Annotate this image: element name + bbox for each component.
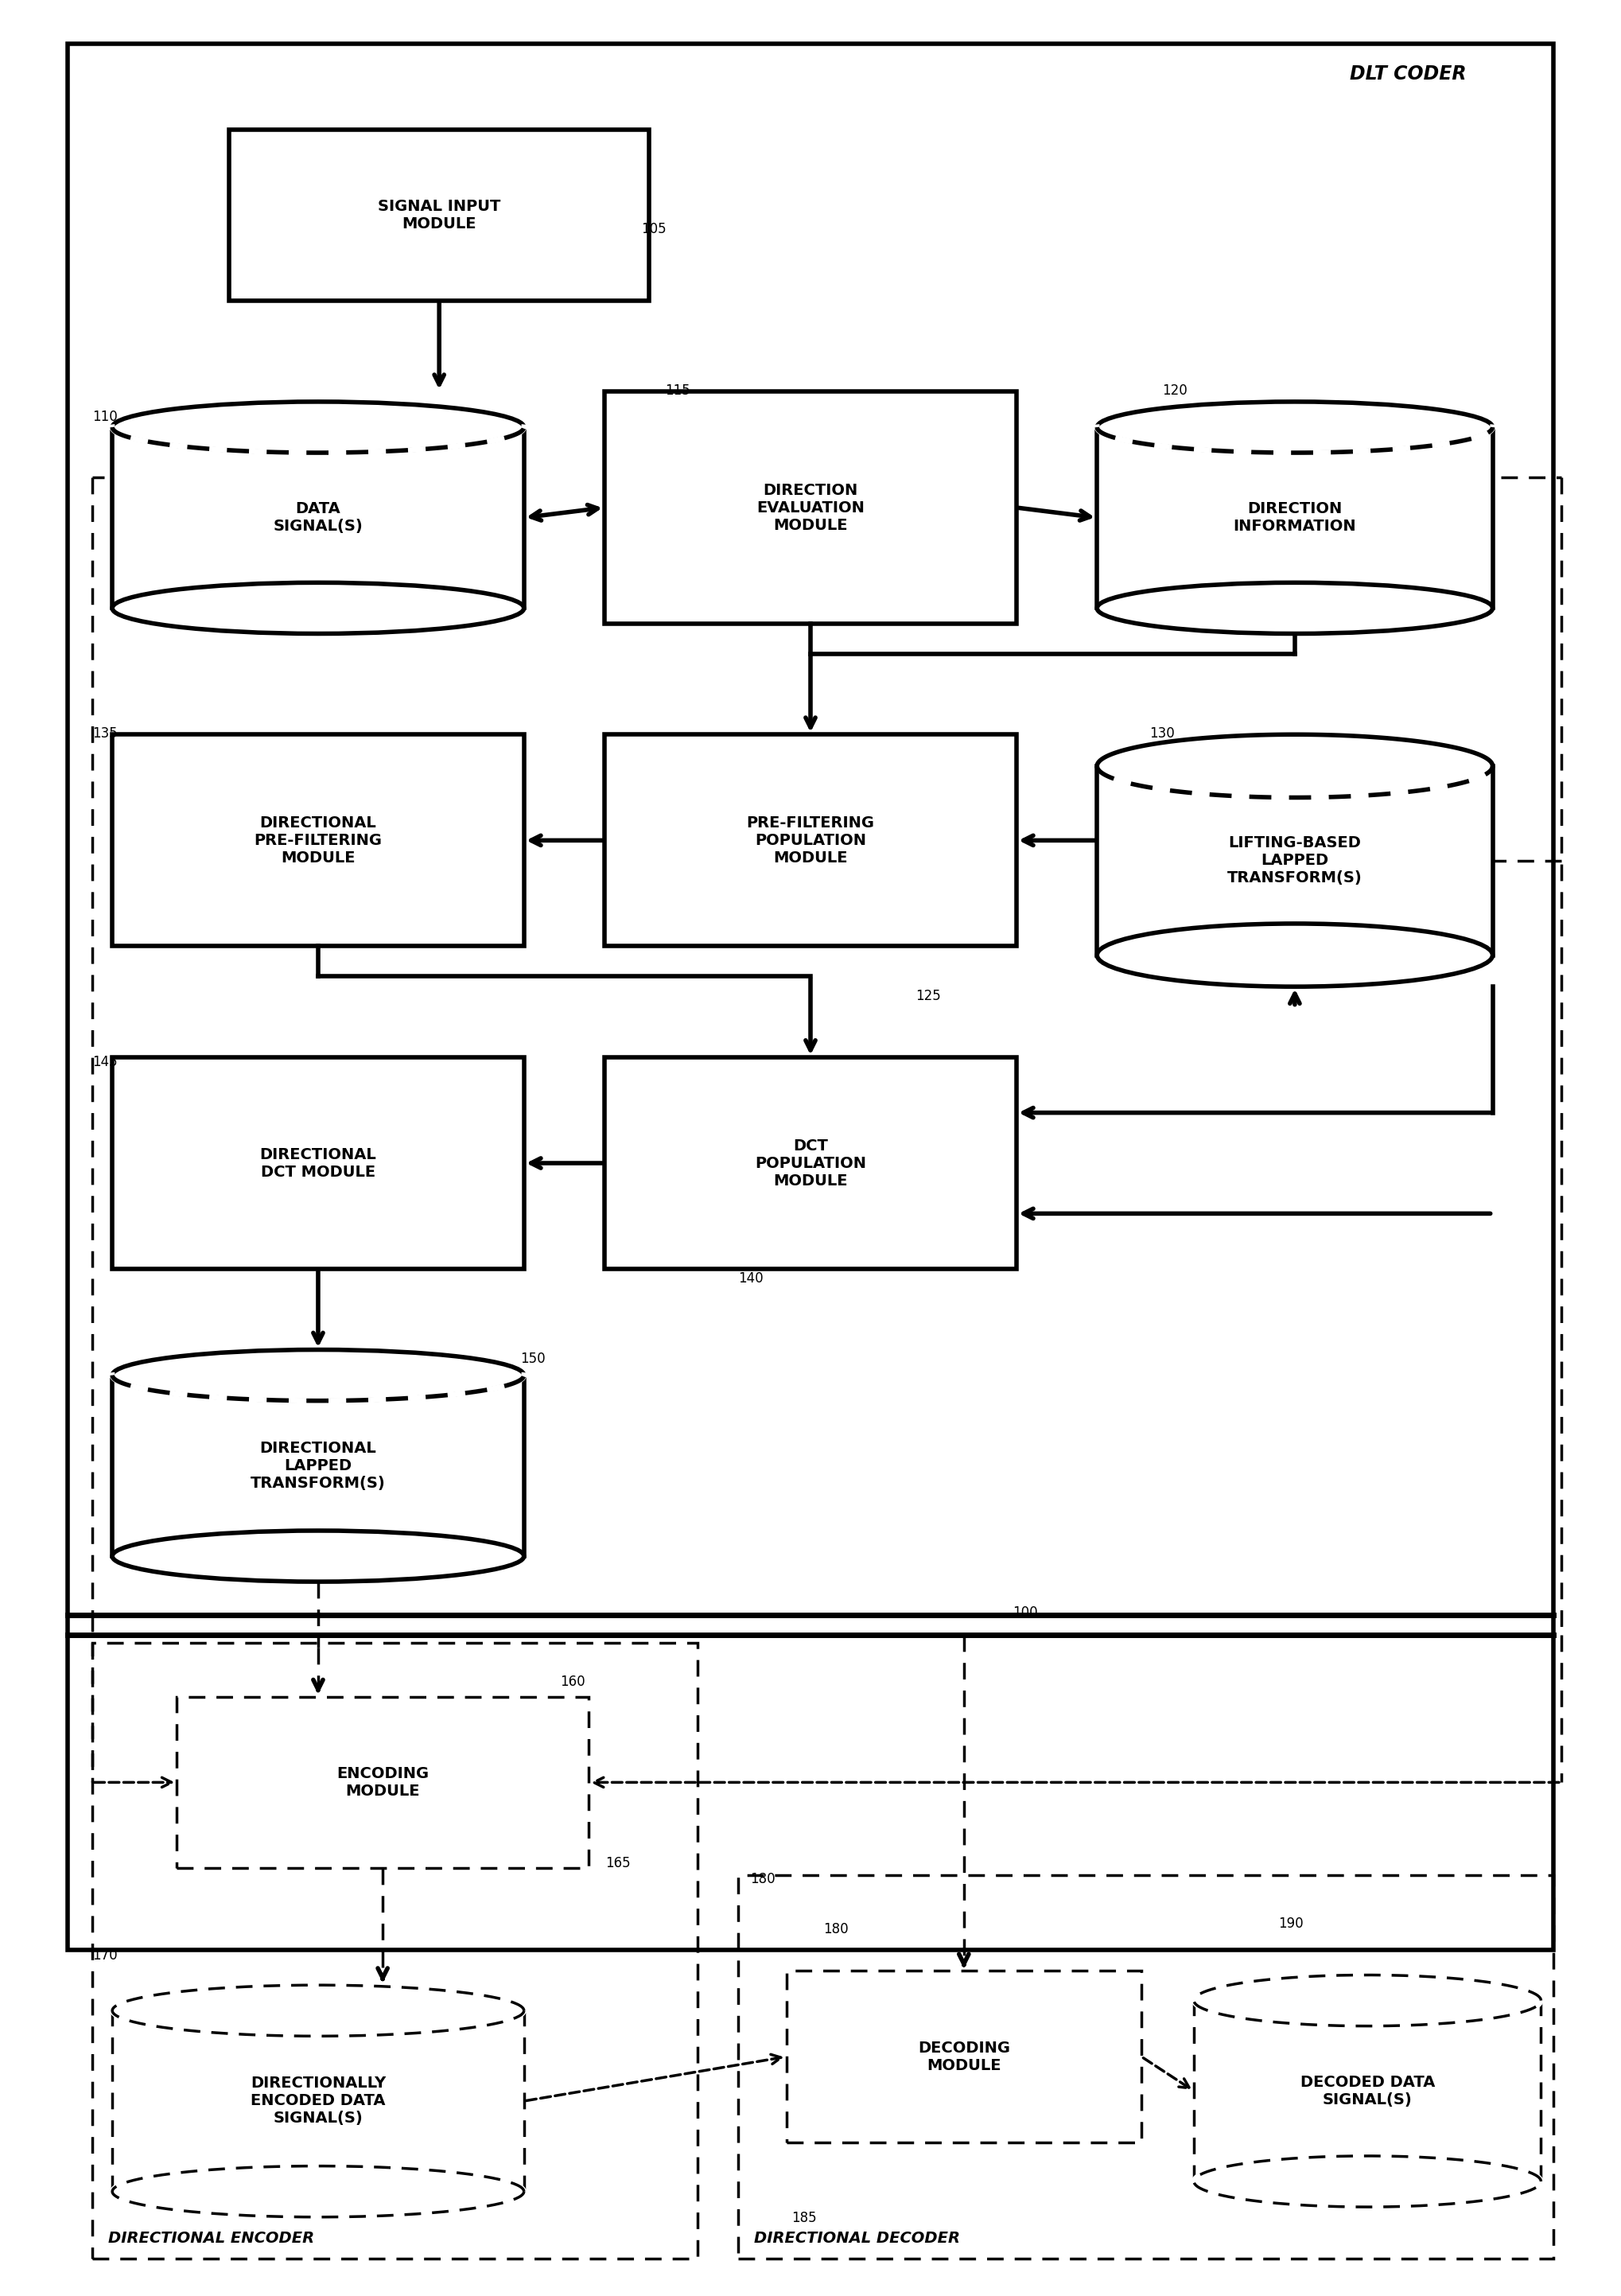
Text: ENCODING
MODULE: ENCODING MODULE [337,1766,430,1798]
FancyBboxPatch shape [1195,2000,1542,2181]
Text: DIRECTIONAL
PRE-FILTERING
MODULE: DIRECTIONAL PRE-FILTERING MODULE [254,815,383,866]
Text: DIRECTIONAL DECODER: DIRECTIONAL DECODER [754,2232,960,2245]
Ellipse shape [112,583,524,634]
Text: 180: 180 [751,1871,775,1887]
Ellipse shape [1097,923,1493,987]
Text: 150: 150 [520,1352,545,1366]
Text: 145: 145 [92,1056,117,1070]
Text: 120: 120 [1162,383,1188,397]
Text: 135: 135 [92,726,117,742]
Ellipse shape [1097,583,1493,634]
Ellipse shape [112,1350,524,1401]
Text: 170: 170 [92,1949,117,1963]
Text: DIRECTIONAL
DCT MODULE: DIRECTIONAL DCT MODULE [259,1146,376,1180]
Ellipse shape [112,402,524,452]
Ellipse shape [1097,402,1493,452]
Text: DCT
POPULATION
MODULE: DCT POPULATION MODULE [755,1139,866,1189]
Text: DIRECTION
INFORMATION: DIRECTION INFORMATION [1234,501,1357,535]
Text: DATA
SIGNAL(S): DATA SIGNAL(S) [274,501,363,535]
FancyBboxPatch shape [112,1375,524,1557]
Text: 185: 185 [791,2211,817,2225]
Text: 130: 130 [1149,726,1175,742]
Text: DECODING
MODULE: DECODING MODULE [917,2041,1010,2073]
Text: 115: 115 [665,383,691,397]
FancyBboxPatch shape [605,393,1016,625]
FancyBboxPatch shape [112,2011,524,2190]
FancyBboxPatch shape [112,427,524,608]
FancyBboxPatch shape [177,1697,588,1869]
Text: 190: 190 [1279,1917,1303,1931]
Text: LIFTING-BASED
LAPPED
TRANSFORM(S): LIFTING-BASED LAPPED TRANSFORM(S) [1227,836,1362,886]
Text: 165: 165 [606,1855,631,1871]
Text: DECODED DATA
SIGNAL(S): DECODED DATA SIGNAL(S) [1300,2076,1435,2108]
FancyBboxPatch shape [786,1970,1141,2142]
FancyBboxPatch shape [1097,427,1493,608]
Text: PRE-FILTERING
POPULATION
MODULE: PRE-FILTERING POPULATION MODULE [747,815,874,866]
Ellipse shape [112,1531,524,1582]
Text: DIRECTIONAL
LAPPED
TRANSFORM(S): DIRECTIONAL LAPPED TRANSFORM(S) [251,1440,386,1490]
Text: DIRECTIONAL ENCODER: DIRECTIONAL ENCODER [109,2232,314,2245]
Text: DIRECTIONALLY
ENCODED DATA
SIGNAL(S): DIRECTIONALLY ENCODED DATA SIGNAL(S) [250,2076,386,2126]
FancyBboxPatch shape [605,735,1016,946]
Text: SIGNAL INPUT
MODULE: SIGNAL INPUT MODULE [378,200,501,232]
Text: 125: 125 [916,990,940,1003]
FancyBboxPatch shape [1097,767,1493,955]
FancyBboxPatch shape [229,129,648,301]
Text: 105: 105 [640,223,666,236]
FancyBboxPatch shape [112,735,524,946]
Text: 100: 100 [1012,1605,1037,1621]
Text: 140: 140 [738,1272,763,1286]
Text: 160: 160 [561,1674,585,1688]
Text: 180: 180 [823,1922,848,1938]
FancyBboxPatch shape [605,1056,1016,1270]
FancyBboxPatch shape [112,1056,524,1270]
Text: DLT CODER: DLT CODER [1350,64,1465,83]
Text: 110: 110 [92,409,117,425]
Text: DIRECTION
EVALUATION
MODULE: DIRECTION EVALUATION MODULE [757,482,864,533]
